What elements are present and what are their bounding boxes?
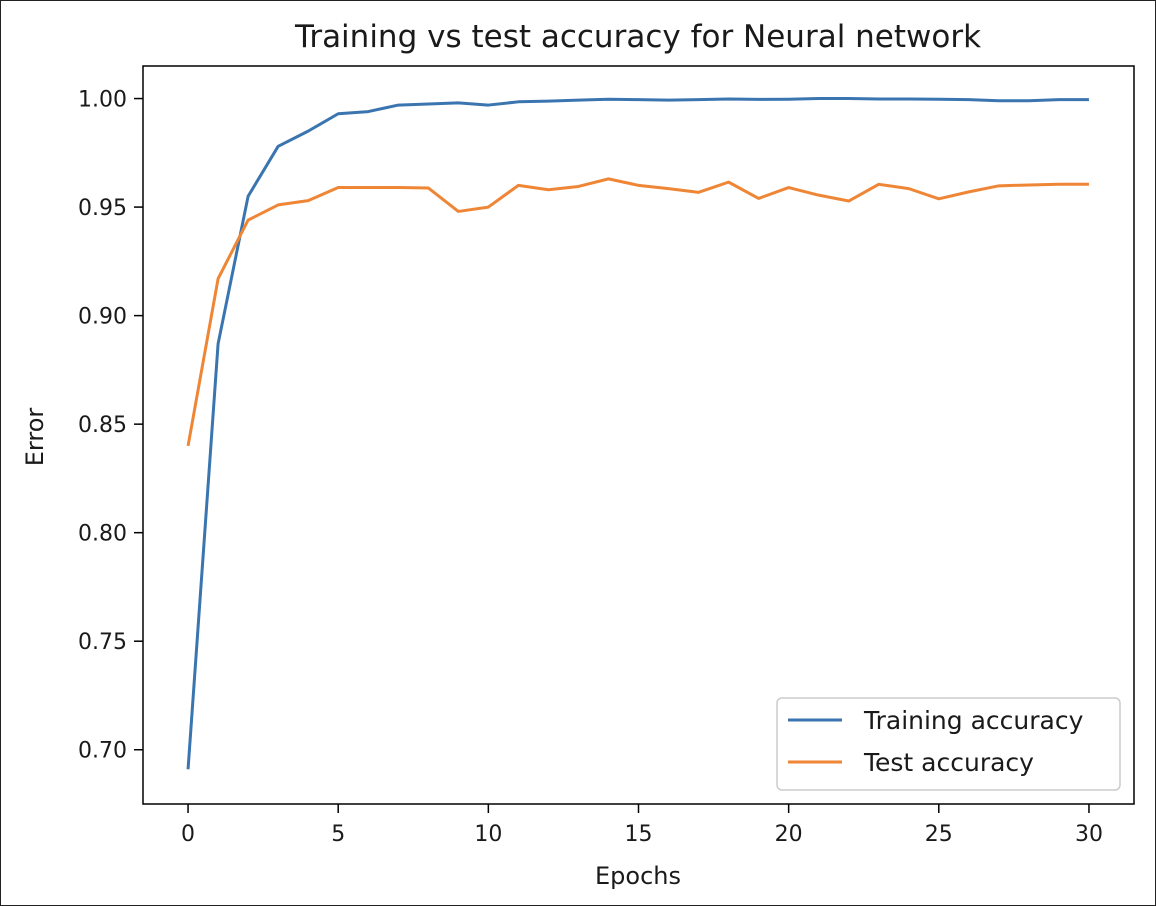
y-tick-label: 0.75 — [78, 630, 127, 655]
series-line-test — [186, 177, 1089, 447]
y-tick-label: 0.90 — [78, 305, 127, 330]
legend: Training accuracy Test accuracy — [776, 697, 1121, 791]
series-layer — [186, 97, 1089, 770]
x-tick-label: 30 — [1075, 822, 1103, 847]
y-tick-label: 0.85 — [78, 413, 127, 438]
legend-box — [776, 697, 1121, 791]
ticks-layer: 0 5 10 15 20 25 30 0.70 0.75 0.80 0.85 0.90 0.95 1.00 — [78, 88, 1103, 847]
y-tick-label: 0.95 — [78, 196, 127, 221]
legend-label-training: Training accuracy — [863, 706, 1084, 735]
x-tick-label: 25 — [925, 822, 953, 847]
x-axis-label: Epochs — [595, 862, 681, 890]
y-tick-label: 0.80 — [78, 522, 127, 547]
series-line-training — [186, 97, 1089, 770]
x-tick-label: 0 — [181, 822, 195, 847]
chart-title: Training vs test accuracy for Neural net… — [294, 19, 981, 55]
x-tick-label: 5 — [331, 822, 345, 847]
plot-area — [142, 65, 1135, 805]
y-tick-label: 1.00 — [78, 88, 127, 113]
x-tick-label: 15 — [625, 822, 653, 847]
legend-label-test: Test accuracy — [863, 748, 1034, 777]
x-tick-label: 20 — [775, 822, 803, 847]
x-tick-label: 10 — [474, 822, 502, 847]
y-tick-label: 0.70 — [78, 739, 127, 764]
y-axis-label: Error — [21, 408, 49, 467]
